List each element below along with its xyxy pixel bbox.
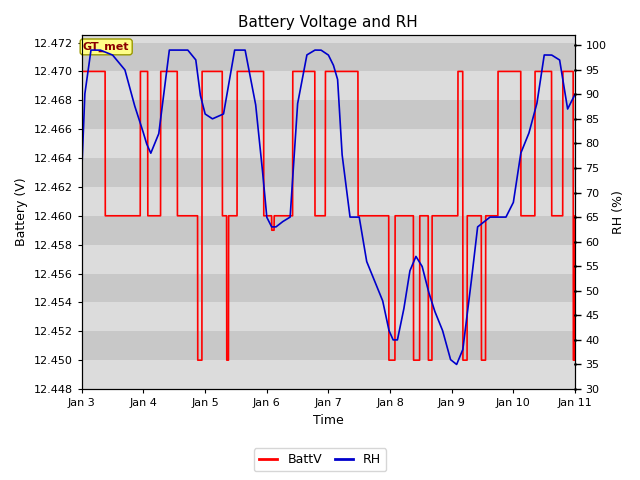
Bar: [82, 72, 575, 100]
Bar: [82, 331, 575, 360]
Legend: BattV, RH: BattV, RH: [253, 448, 387, 471]
Y-axis label: Battery (V): Battery (V): [15, 178, 28, 247]
X-axis label: Time: Time: [313, 414, 344, 427]
Bar: [82, 245, 575, 274]
Bar: [82, 216, 575, 245]
Bar: [82, 360, 575, 389]
Bar: [82, 129, 575, 158]
Bar: [82, 43, 575, 72]
Bar: [82, 100, 575, 129]
Bar: [82, 302, 575, 331]
Y-axis label: RH (%): RH (%): [612, 190, 625, 234]
Text: GT_met: GT_met: [83, 42, 129, 52]
Bar: [82, 158, 575, 187]
Title: Battery Voltage and RH: Battery Voltage and RH: [239, 15, 419, 30]
Bar: [82, 187, 575, 216]
Bar: [82, 274, 575, 302]
